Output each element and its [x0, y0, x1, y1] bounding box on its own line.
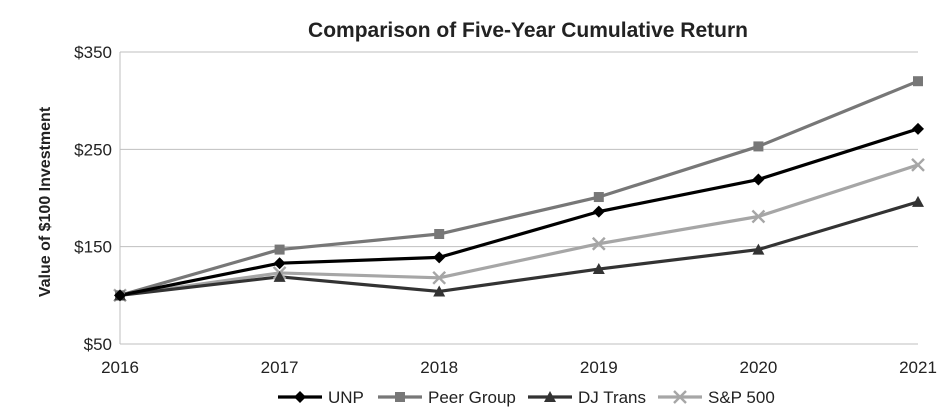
legend: UNP Peer Group DJ Trans S&P 500 — [278, 388, 775, 407]
legend-label: Peer Group — [428, 388, 516, 407]
point-peer-group — [434, 229, 445, 240]
series-line-dj-trans — [119, 200, 919, 297]
point-peer-group — [593, 192, 604, 203]
series-lines — [119, 79, 919, 297]
point-unp — [752, 173, 765, 186]
y-tick-label: $250 — [74, 140, 112, 159]
point-s-p-500 — [751, 209, 766, 224]
point-peer-group — [274, 244, 285, 255]
gridlines — [120, 51, 918, 345]
point-s-p-500 — [432, 270, 447, 285]
x-tick-label: 2019 — [580, 358, 618, 377]
point-s-p-500 — [591, 236, 606, 251]
y-axis-label: Value of $100 Investment — [37, 106, 54, 297]
point-unp — [592, 205, 605, 218]
legend-label: UNP — [328, 388, 364, 407]
legend-item-dj-trans: DJ Trans — [528, 388, 646, 407]
x-tick-label: 2021 — [899, 358, 937, 377]
series-markers — [113, 76, 925, 303]
point-s-p-500 — [911, 158, 925, 172]
x-tick-label: 2020 — [739, 358, 777, 377]
point-unp — [433, 251, 446, 264]
legend-label: DJ Trans — [578, 388, 646, 407]
legend-item-unp: UNP — [278, 388, 364, 407]
series-line-s-p-500 — [119, 163, 919, 297]
chart-title: Comparison of Five-Year Cumulative Retur… — [308, 19, 748, 42]
y-tick-labels: $350 $250 $150 $50 — [74, 43, 112, 354]
point-dj-trans — [752, 243, 765, 255]
x-tick-label: 2017 — [261, 358, 299, 377]
legend-label: S&P 500 — [708, 388, 775, 407]
point-unp — [273, 257, 286, 270]
legend-item-peer-group: Peer Group — [378, 388, 516, 407]
x-tick-labels: 2016 2017 2018 2019 2020 2021 — [101, 358, 937, 377]
point-dj-trans — [592, 263, 605, 275]
point-dj-trans — [273, 270, 286, 282]
point-unp — [912, 122, 924, 135]
point-dj-trans — [912, 195, 924, 207]
y-tick-label: $350 — [74, 43, 112, 62]
y-tick-label: $150 — [74, 238, 112, 257]
point-unp — [114, 289, 126, 302]
point-peer-group — [753, 141, 764, 152]
series-line-peer-group — [119, 79, 919, 297]
x-tick-label: 2018 — [420, 358, 458, 377]
series-line-unp — [119, 127, 919, 297]
x-tick-label: 2016 — [101, 358, 139, 377]
legend-item-s-p-500: S&P 500 — [658, 388, 775, 407]
y-tick-label: $50 — [84, 335, 112, 354]
point-peer-group — [913, 76, 923, 87]
point-dj-trans — [433, 285, 446, 297]
